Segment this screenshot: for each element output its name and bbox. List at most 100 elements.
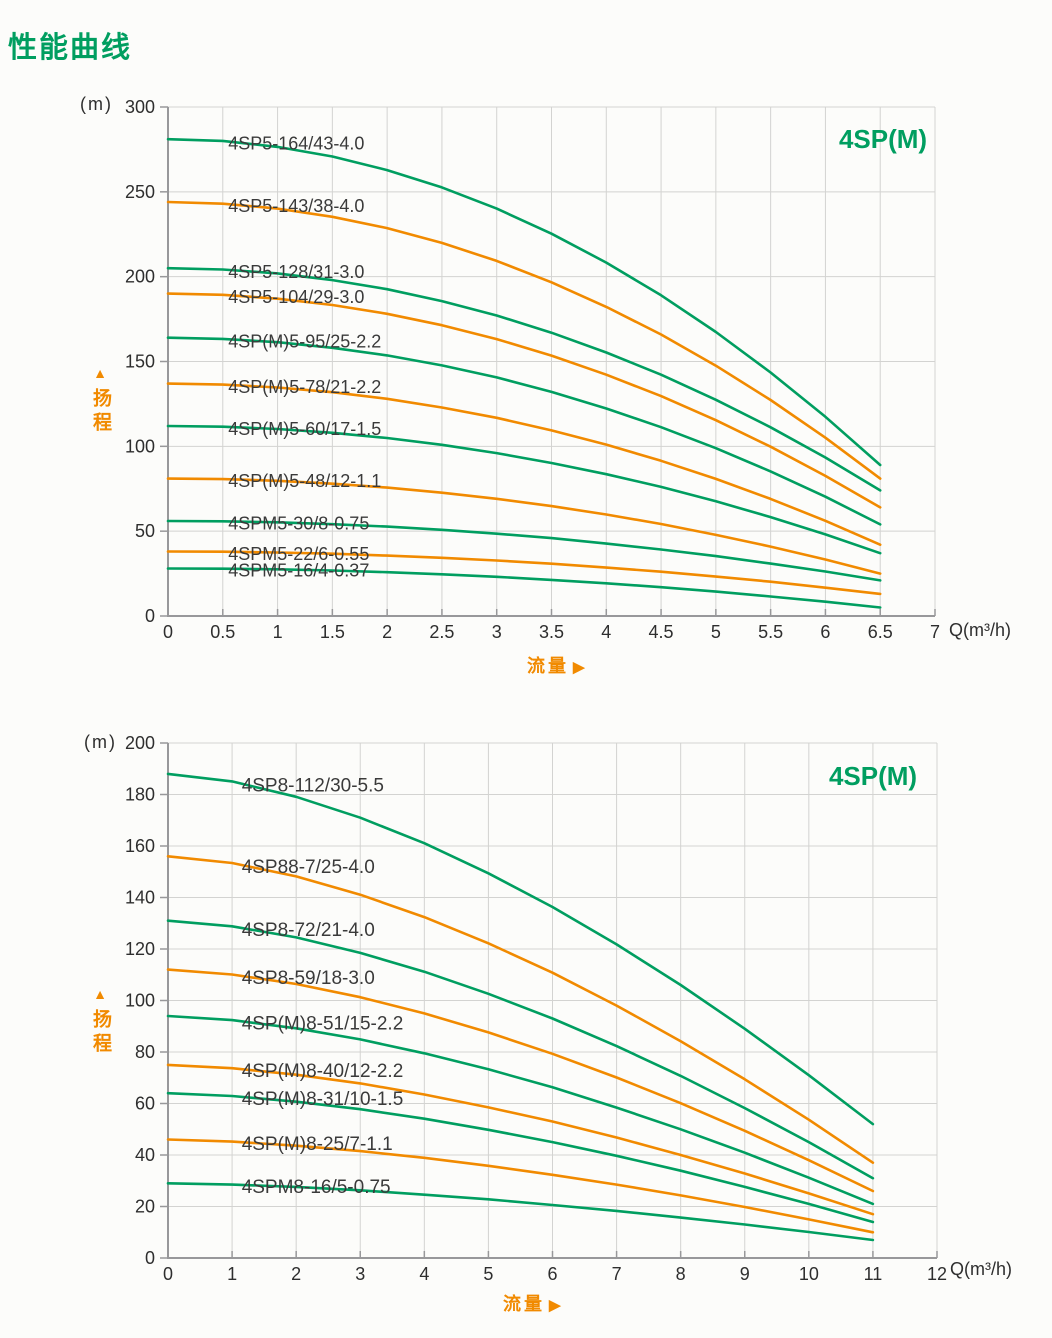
curve-4SP(M)8-51/15-2.2	[166, 1014, 875, 1206]
y-axis-title: 扬程	[90, 1009, 111, 1057]
curve-label: 4SP5-143/38-4.0	[228, 196, 364, 216]
curve-4SP(M)5-48/12-1.1	[166, 477, 882, 575]
curve-label: 4SP8-59/18-3.0	[242, 968, 375, 989]
curve-label: 4SP8-112/30-5.5	[242, 776, 384, 797]
curve-4SPM5-22/6-0.55	[166, 550, 882, 596]
x-tick-label: 9	[740, 1264, 750, 1284]
x-tick-label: 6	[820, 622, 830, 642]
y-tick-label: 50	[135, 521, 155, 541]
y-tick-label: 40	[135, 1145, 155, 1165]
up-arrow-icon: ▲	[93, 986, 107, 1002]
y-unit-label-1: (m)	[80, 94, 113, 114]
curve-4SP88-7/25-4.0	[166, 855, 875, 1164]
curve-label: 4SPM5-22/6-0.55	[228, 544, 369, 564]
x-tick-label: 6	[547, 1264, 557, 1284]
x-tick-label: 5.5	[758, 622, 783, 642]
y-tick-label: 250	[125, 182, 155, 202]
x-axis-label-2: 流量 ▶	[503, 1290, 561, 1316]
x-tick-label: 10	[799, 1264, 819, 1284]
y-tick-label: 200	[125, 733, 155, 753]
chart-series-title-2: 4SP(M)	[828, 761, 918, 791]
x-tick-label: 3	[492, 622, 502, 642]
y-tick-label: 120	[125, 939, 155, 959]
y-tick-label: 300	[125, 97, 155, 117]
curve-4SPM8-16/5-0.75	[166, 1182, 875, 1242]
x-tick-label: 1	[227, 1264, 237, 1284]
x-axis-label-1: 流量 ▶	[527, 652, 585, 678]
y-axis-label-1: ▲ 扬程	[90, 365, 111, 436]
curve-4SP5-104/29-3.0	[166, 292, 882, 509]
curve-label: 4SP(M)8-25/7-1.1	[242, 1134, 393, 1155]
curve-label: 4SPM8-16/5-0.75	[242, 1177, 391, 1198]
x-axis-title: 流量	[503, 1294, 545, 1314]
x-tick-label: 2	[382, 622, 392, 642]
y-tick-label: 150	[125, 352, 155, 372]
curve-4SP(M)8-31/10-1.5	[166, 1091, 875, 1224]
x-tick-label: 0.5	[210, 622, 235, 642]
x-tick-label: 7	[612, 1264, 622, 1284]
right-arrow-icon: ▶	[549, 1297, 561, 1314]
curve-4SP(M)5-78/21-2.2	[166, 382, 882, 546]
x-tick-label: 2.5	[429, 622, 454, 642]
curve-4SP8-59/18-3.0	[166, 968, 875, 1193]
x-tick-label: 7	[930, 622, 940, 642]
curve-4SP5-128/31-3.0	[166, 266, 882, 492]
y-tick-label: 80	[135, 1042, 155, 1062]
curve-label: 4SP8-72/21-4.0	[242, 920, 375, 941]
curve-label: 4SP5-104/29-3.0	[228, 287, 364, 307]
x-tick-label: 2	[291, 1264, 301, 1284]
y-tick-label: 100	[125, 436, 155, 456]
curve-4SP8-72/21-4.0	[166, 919, 875, 1180]
x-tick-label: 6.5	[868, 622, 893, 642]
curve-label: 4SPM5-16/4-0.37	[228, 561, 369, 581]
x-tick-label: 4.5	[649, 622, 674, 642]
curve-label: 4SP(M)5-48/12-1.1	[228, 471, 381, 491]
curve-label: 4SPM5-30/8-0.75	[228, 513, 369, 533]
curve-label: 4SP88-7/25-4.0	[242, 857, 375, 878]
y-tick-label: 0	[145, 1248, 155, 1268]
curve-4SPM5-16/4-0.37	[166, 567, 882, 609]
y-tick-label: 60	[135, 1094, 155, 1114]
x-unit-label-2: Q(m³/h)	[950, 1259, 1012, 1279]
y-unit-label-2: (m)	[84, 732, 117, 752]
curve-label: 4SP(M)5-78/21-2.2	[228, 377, 381, 397]
curve-4SP5-164/43-4.0	[166, 137, 882, 467]
y-tick-label: 100	[125, 991, 155, 1011]
x-tick-label: 12	[927, 1264, 947, 1284]
y-tick-label: 200	[125, 267, 155, 287]
x-tick-label: 3	[355, 1264, 365, 1284]
curve-label: 4SP(M)5-95/25-2.2	[228, 331, 381, 351]
curve-label: 4SP(M)8-51/15-2.2	[242, 1013, 404, 1034]
curve-label: 4SP(M)8-31/10-1.5	[242, 1089, 404, 1110]
x-tick-label: 1.5	[320, 622, 345, 642]
curve-label: 4SP(M)5-60/17-1.5	[228, 419, 381, 439]
chart-series-title-1: 4SP(M)	[838, 124, 928, 154]
y-tick-label: 180	[125, 785, 155, 805]
x-axis-title: 流量	[527, 656, 569, 676]
x-tick-label: 4	[601, 622, 611, 642]
curve-label: 4SP(M)8-40/12-2.2	[242, 1061, 404, 1082]
curve-4SP8-112/30-5.5	[166, 772, 875, 1126]
curve-label: 4SP5-128/31-3.0	[228, 262, 364, 282]
x-tick-label: 8	[676, 1264, 686, 1284]
curve-4SP(M)5-60/17-1.5	[166, 424, 882, 555]
right-arrow-icon: ▶	[573, 659, 585, 676]
curve-4SPM5-30/8-0.75	[166, 519, 882, 582]
up-arrow-icon: ▲	[93, 365, 107, 381]
x-unit-label-1: Q(m³/h)	[949, 620, 1011, 640]
curve-label: 4SP5-164/43-4.0	[228, 134, 364, 154]
x-tick-label: 5	[483, 1264, 493, 1284]
y-axis-label-2: ▲ 扬程	[90, 986, 111, 1057]
curve-4SP(M)8-25/7-1.1	[166, 1138, 875, 1234]
x-tick-label: 4	[419, 1264, 429, 1284]
y-tick-label: 20	[135, 1197, 155, 1217]
y-tick-label: 140	[125, 888, 155, 908]
x-tick-label: 0	[163, 1264, 173, 1284]
curve-4SP5-143/38-4.0	[166, 200, 882, 480]
curve-4SP(M)8-40/12-2.2	[166, 1063, 875, 1216]
curve-4SP(M)5-95/25-2.2	[166, 336, 882, 526]
x-tick-label: 11	[864, 1264, 883, 1284]
